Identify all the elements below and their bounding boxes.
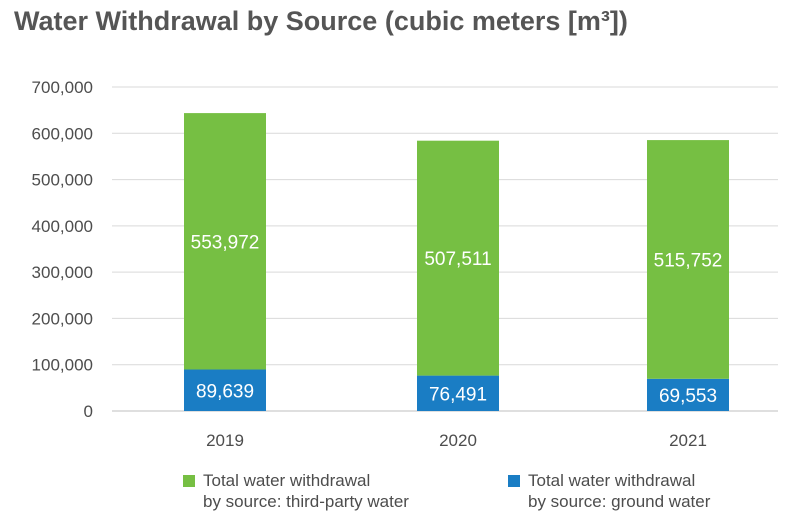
y-tick-label: 300,000 bbox=[32, 263, 93, 282]
data-label-third-party-water: 515,752 bbox=[654, 250, 723, 271]
data-label-ground-water: 76,491 bbox=[429, 384, 487, 405]
y-tick-label: 400,000 bbox=[32, 217, 93, 236]
legend-swatch-ground bbox=[508, 475, 520, 487]
chart-title: Water Withdrawal by Source (cubic meters… bbox=[14, 6, 628, 36]
data-label-third-party-water: 553,972 bbox=[191, 232, 260, 253]
y-tick-label: 0 bbox=[84, 402, 93, 421]
y-tick-label: 600,000 bbox=[32, 124, 93, 143]
x-tick-label: 2019 bbox=[206, 431, 244, 450]
legend-swatch-third-party bbox=[183, 475, 195, 487]
bar-ground-water bbox=[647, 378, 729, 411]
x-tick-label: 2020 bbox=[439, 431, 477, 450]
y-tick-label: 100,000 bbox=[32, 356, 93, 375]
bar-third-party-water bbox=[417, 140, 499, 376]
data-label-third-party-water: 507,511 bbox=[424, 249, 491, 270]
data-label-ground-water: 89,639 bbox=[196, 381, 254, 402]
bar-ground-water bbox=[417, 375, 499, 411]
bar-third-party-water bbox=[184, 113, 266, 370]
bar-chart: 0 100,000 200,000 300,000 400,000 500,000 600,… bbox=[32, 78, 778, 450]
y-tick-label: 700,000 bbox=[32, 78, 93, 97]
y-tick-label: 500,000 bbox=[32, 171, 93, 190]
legend-item-third-party-water: Total water withdrawal by source: third-… bbox=[183, 470, 409, 512]
x-tick-label: 2021 bbox=[669, 431, 707, 450]
legend-item-ground-water: Total water withdrawal by source: ground… bbox=[508, 470, 710, 512]
legend-label-third-party: Total water withdrawal by source: third-… bbox=[203, 471, 409, 511]
data-label-ground-water: 69,553 bbox=[659, 386, 717, 407]
bar-ground-water bbox=[184, 369, 266, 411]
y-tick-label: 200,000 bbox=[32, 309, 93, 328]
legend-label-ground: Total water withdrawal by source: ground… bbox=[528, 471, 711, 511]
bar-third-party-water bbox=[647, 140, 729, 379]
